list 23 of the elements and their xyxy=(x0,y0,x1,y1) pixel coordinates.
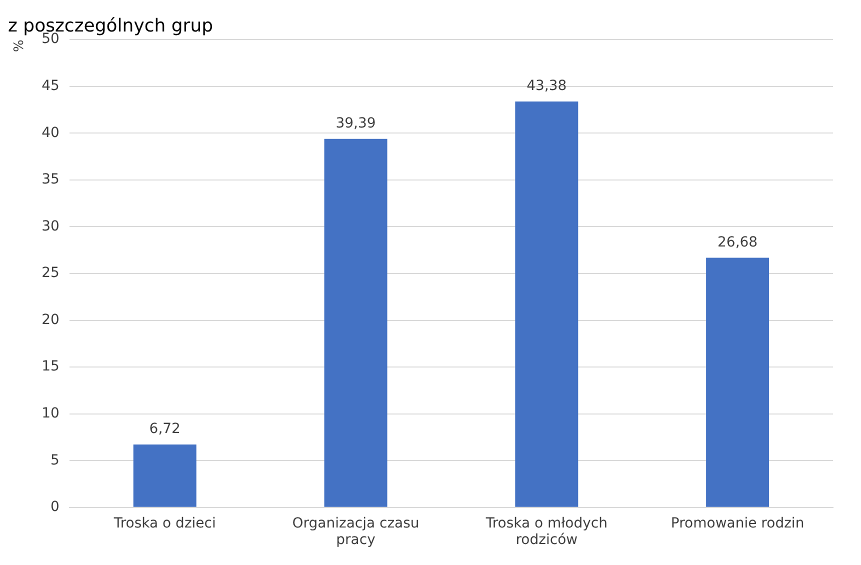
data-label: 26,68 xyxy=(718,234,758,250)
x-tick-label: Troska o dzieci xyxy=(112,515,216,532)
bar xyxy=(706,258,770,507)
y-tick-label: 0 xyxy=(50,499,60,516)
data-label: 43,38 xyxy=(526,78,567,94)
x-tick-label: Troska o młodych rodziców xyxy=(484,515,608,548)
bar xyxy=(133,444,196,507)
y-tick-label: 45 xyxy=(42,78,60,94)
y-tick-label: 15 xyxy=(42,358,60,375)
y-tick-label: 35 xyxy=(42,172,60,188)
y-tick-label: 40 xyxy=(42,124,60,141)
y-tick-label: 20 xyxy=(42,312,60,328)
y-tick-label: 30 xyxy=(42,218,60,234)
y-tick-label: 5 xyxy=(50,452,60,468)
y-tick-label: 10 xyxy=(42,405,60,422)
data-label: 39,39 xyxy=(336,116,376,132)
bar xyxy=(515,102,578,507)
data-label: 6,72 xyxy=(149,421,180,438)
bar xyxy=(324,138,388,507)
y-tick-label: 25 xyxy=(42,265,60,282)
y-axis-title: % xyxy=(12,40,28,52)
x-tick-label: Organizacja czasu pracy xyxy=(292,515,420,548)
x-tick-label: Promowanie rodzin xyxy=(670,515,804,532)
